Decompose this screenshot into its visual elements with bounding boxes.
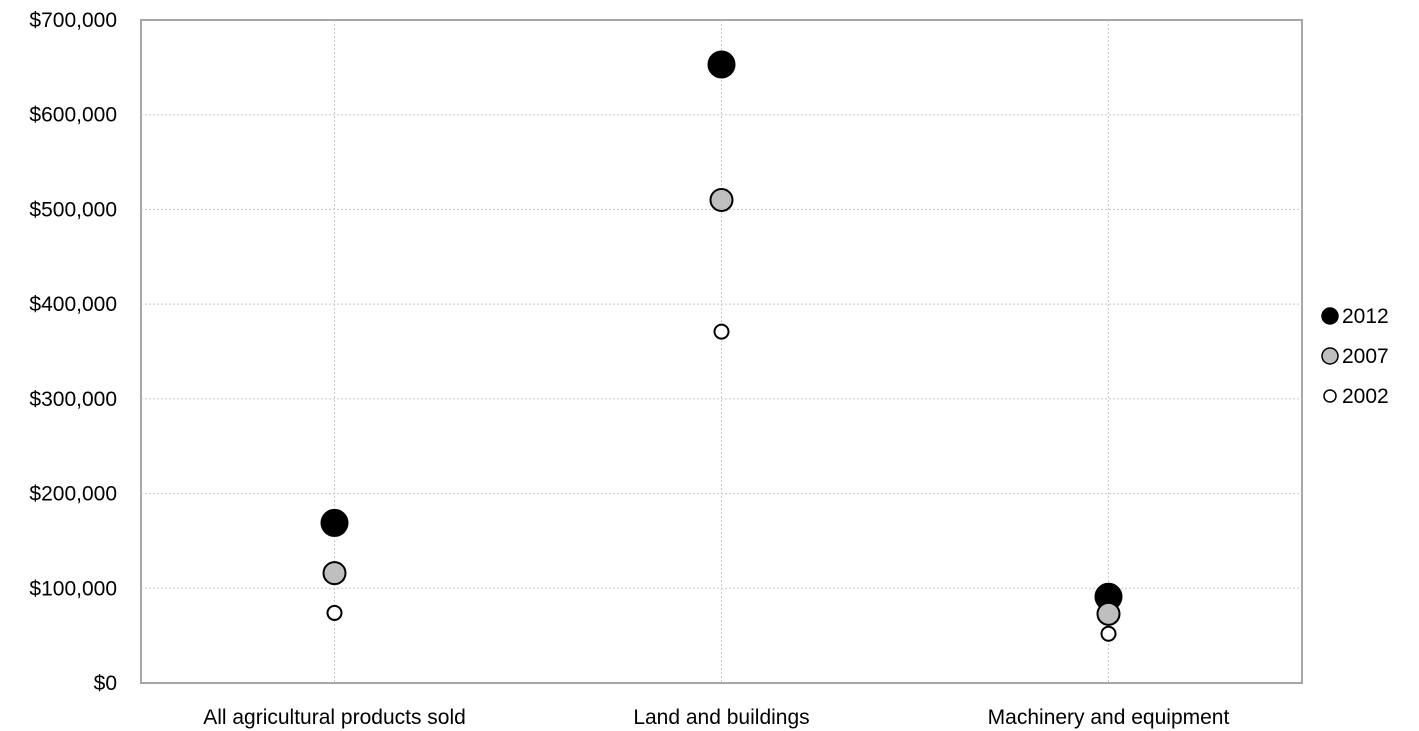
- x-tick-label: Machinery and equipment: [988, 706, 1230, 729]
- y-axis: $0 $100,000 $200,000 $300,000 $400,000 $500,0…: [29, 9, 117, 695]
- y-tick-label: $0: [94, 672, 117, 695]
- data-points: [320, 50, 1123, 642]
- y-tick-label: $100,000: [29, 577, 117, 600]
- y-tick-label: $500,000: [29, 198, 117, 221]
- y-tick-label: $600,000: [29, 104, 117, 127]
- legend-marker-2012: [1321, 307, 1339, 325]
- point-2002: [713, 323, 730, 340]
- x-tick-label: Land and buildings: [633, 706, 809, 729]
- legend-label-2012: 2012: [1342, 305, 1389, 328]
- point-2007: [322, 561, 347, 586]
- y-tick-label: $700,000: [29, 9, 117, 32]
- plot-area: [140, 19, 1303, 684]
- legend-marker-2002: [1323, 389, 1337, 403]
- legend-label-2007: 2007: [1342, 345, 1389, 368]
- point-2002: [1100, 625, 1117, 642]
- point-2002: [326, 604, 343, 621]
- y-tick-label: $300,000: [29, 388, 117, 411]
- point-2012: [707, 50, 736, 79]
- x-axis: All agricultural products sold Land and b…: [203, 706, 1229, 729]
- x-tick-label: All agricultural products sold: [203, 706, 466, 729]
- legend-marker-2007: [1321, 347, 1339, 365]
- legend: 2012 2007 2002: [1321, 305, 1389, 408]
- point-2007: [1096, 601, 1121, 626]
- y-tick-label: $200,000: [29, 483, 117, 506]
- point-2012: [320, 508, 349, 537]
- y-tick-label: $400,000: [29, 293, 117, 316]
- point-2007: [709, 187, 734, 212]
- legend-label-2002: 2002: [1342, 385, 1389, 408]
